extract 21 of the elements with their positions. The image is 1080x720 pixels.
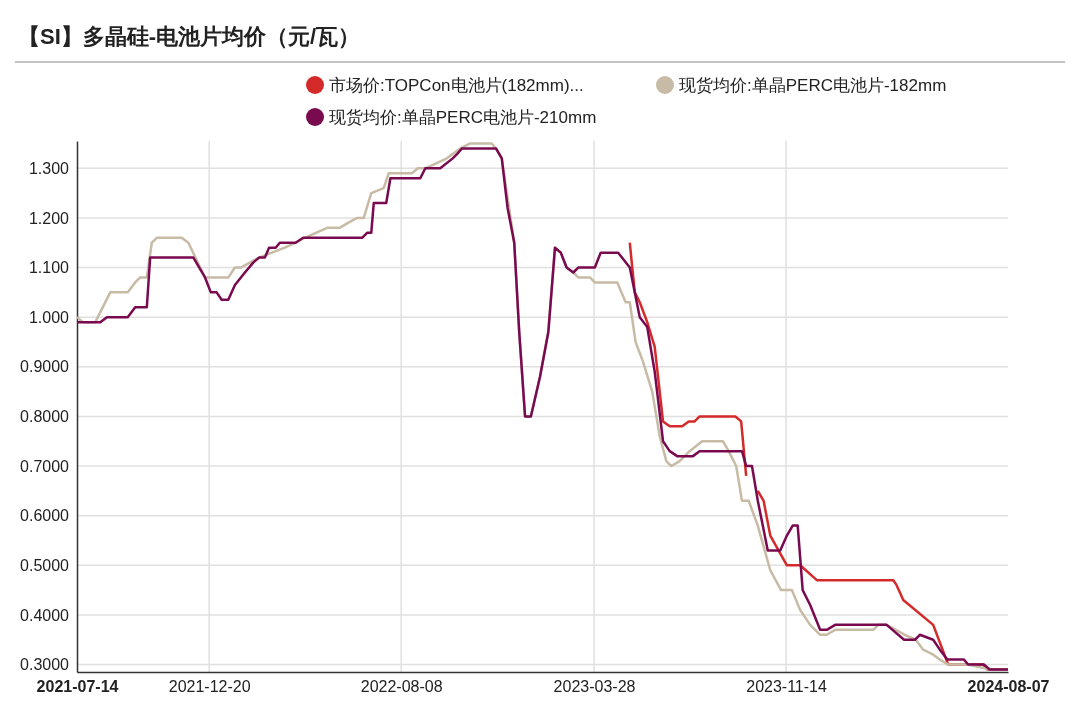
y-tick-label: 1.300 [28, 159, 70, 177]
x-tick-label: 2021-12-20 [168, 678, 251, 695]
y-tick-label: 0.9000 [20, 358, 70, 376]
y-tick-label: 0.6000 [20, 507, 70, 525]
x-tick-label: 2022-08-08 [360, 678, 443, 695]
y-tick-label: 0.4000 [20, 606, 70, 624]
x-tick-label: 2023-11-14 [746, 678, 827, 695]
legend-label: 现货均价:单晶PERC电池片-182mm [679, 76, 947, 95]
y-tick-label: 1.100 [28, 259, 70, 277]
y-tick-label: 0.5000 [20, 556, 70, 574]
y-tick-label: 0.8000 [20, 408, 70, 426]
y-tick-label: 1.200 [28, 209, 70, 227]
legend-label: 现货均价:单晶PERC电池片-210mm [329, 108, 597, 127]
y-tick-label: 0.3000 [20, 656, 70, 674]
x-tick-label: 2024-08-07 [967, 678, 1050, 695]
x-tick-label: 2023-03-28 [553, 678, 636, 695]
x-tick-label: 2021-07-14 [36, 678, 119, 695]
legend-label: 市场价:TOPCon电池片(182mm)... [329, 76, 584, 95]
y-tick-label: 1.000 [28, 308, 70, 326]
chart-title: 【SI】多晶硅-电池片均价（元/瓦） [18, 24, 361, 49]
y-tick-label: 0.7000 [20, 457, 70, 475]
